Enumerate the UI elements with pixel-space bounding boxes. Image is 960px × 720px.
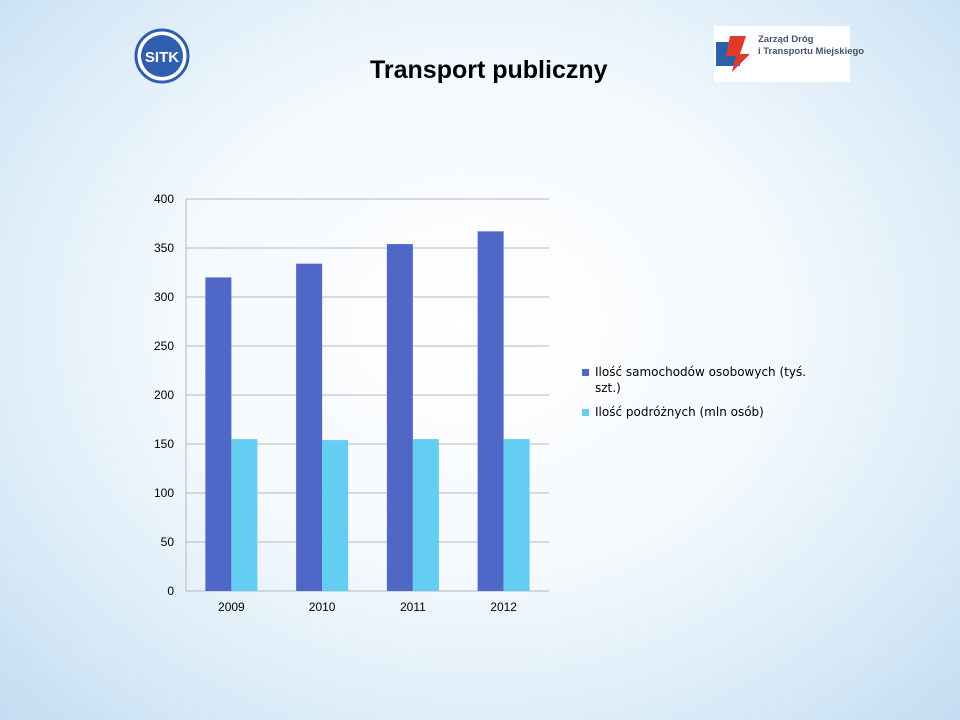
y-tick-label: 150 <box>154 437 174 451</box>
x-tick-label: 2009 <box>218 600 245 614</box>
x-axis-ticks: 2009 2010 2011 2012 <box>218 600 517 614</box>
legend-item-cars: Ilość samochodów osobowych (tyś. szt.) <box>582 364 807 396</box>
bar-passengers-2009 <box>231 439 258 591</box>
bar-passengers-2011 <box>412 439 439 591</box>
zdtm-logo: Zarząd Dróg i Transportu Miejskiego <box>714 26 864 82</box>
zdtm-logo-line2: i Transportu Miejskiego <box>758 46 865 57</box>
y-tick-label: 200 <box>154 388 174 402</box>
zdtm-logo-line1: Zarząd Dróg <box>758 34 814 45</box>
bar-cars-2012 <box>477 231 504 591</box>
legend-swatch-cars <box>582 369 589 376</box>
page-title: Transport publiczny <box>370 56 608 84</box>
y-tick-label: 250 <box>154 339 174 353</box>
y-axis-ticks: 0 50 100 150 200 250 300 350 400 <box>154 192 174 598</box>
legend-label-cars: Ilość samochodów osobowych (tyś. szt.) <box>595 365 807 395</box>
bar-cars-2010 <box>296 263 323 591</box>
y-tick-label: 400 <box>154 192 174 206</box>
x-tick-label: 2011 <box>400 600 426 614</box>
svg-text:SITK: SITK <box>145 49 179 66</box>
bar-passengers-2010 <box>322 440 349 591</box>
legend-item-passengers: Ilość podróżnych (mln osób) <box>582 404 807 420</box>
zdtm-logo-mark <box>716 36 750 72</box>
bar-cars-2011 <box>386 244 413 591</box>
x-tick-label: 2010 <box>309 600 336 614</box>
legend-swatch-passengers <box>582 409 589 416</box>
sitk-logo: SITK <box>134 28 190 84</box>
legend-label-passengers: Ilość podróżnych (mln osób) <box>595 405 764 419</box>
bar-cars-2009 <box>205 277 232 591</box>
sitk-logo-graphic: SITK <box>134 28 190 84</box>
y-tick-label: 100 <box>154 486 174 500</box>
bar-passengers-2012 <box>503 439 530 591</box>
y-tick-label: 300 <box>154 290 174 304</box>
zdtm-logo-text: Zarząd Dróg i Transportu Miejskiego <box>758 34 864 58</box>
y-tick-label: 350 <box>154 241 174 255</box>
y-tick-label: 50 <box>161 535 175 549</box>
y-tick-label: 0 <box>167 584 174 598</box>
chart-legend: Ilość samochodów osobowych (tyś. szt.) I… <box>582 364 807 428</box>
x-tick-label: 2012 <box>490 600 517 614</box>
chart-bars <box>205 231 530 591</box>
